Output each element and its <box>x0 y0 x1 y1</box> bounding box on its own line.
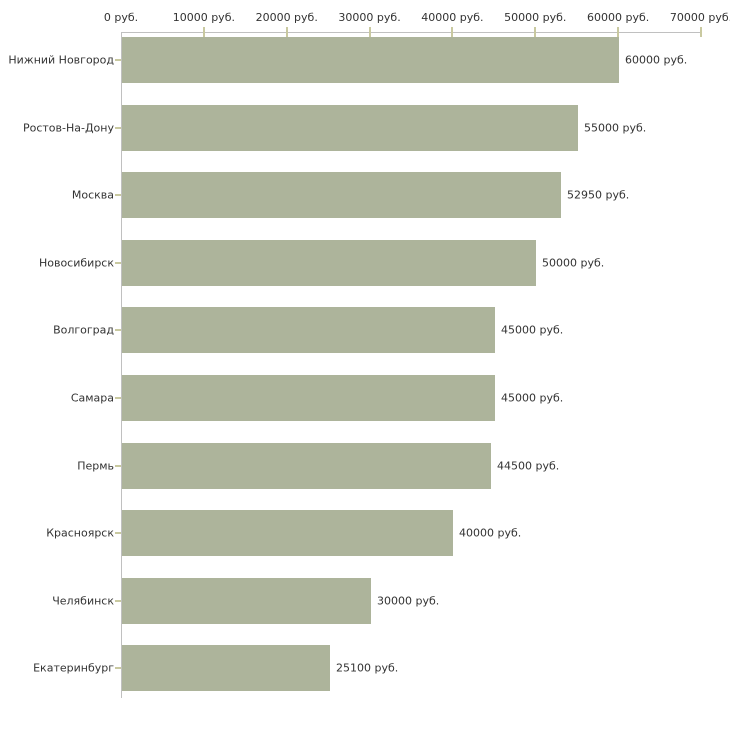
category-label: Челябинск <box>52 594 114 608</box>
bar-value-label: 40000 руб. <box>459 526 522 540</box>
x-axis-line <box>121 32 701 33</box>
category-tick-mark <box>115 599 121 602</box>
bar-value-label: 45000 руб. <box>501 391 564 405</box>
category-tick-mark <box>115 464 121 467</box>
x-axis-tick-label: 0 руб. <box>103 11 139 24</box>
x-axis-tick-label: 50000 руб. <box>504 11 567 24</box>
category-tick-mark <box>115 59 121 61</box>
category-label: Пермь <box>77 459 114 473</box>
x-axis-tick-label: 10000 руб. <box>172 11 235 24</box>
category-label: Нижний Новгород <box>8 53 114 67</box>
bar <box>122 645 330 692</box>
x-axis-tick-label: 70000 руб. <box>669 11 730 24</box>
category-tick-mark <box>115 397 121 399</box>
category-label: Самара <box>70 391 114 405</box>
category-tick-mark <box>115 329 121 332</box>
category-label: Новосибирск <box>38 256 114 270</box>
category-tick-mark <box>115 532 121 535</box>
y-axis-line <box>121 32 122 698</box>
bar <box>122 239 536 286</box>
x-axis-tick-label: 30000 руб. <box>338 11 401 24</box>
bar-value-label: 45000 руб. <box>501 323 564 337</box>
x-axis-tick-mark <box>534 27 537 37</box>
x-axis-tick-mark <box>451 27 454 37</box>
bar <box>122 375 495 421</box>
bar-value-label: 50000 руб. <box>542 256 605 270</box>
bar <box>122 172 561 219</box>
category-label: Волгоград <box>53 323 114 337</box>
x-axis-tick-label: 20000 руб. <box>255 11 318 24</box>
category-tick-mark <box>115 261 121 264</box>
category-label: Москва <box>71 188 114 202</box>
x-axis-tick-label: 60000 руб. <box>587 11 650 24</box>
x-axis-tick-mark <box>368 27 371 37</box>
x-axis-tick-mark <box>202 27 205 37</box>
bar <box>122 37 619 83</box>
x-axis-tick-mark <box>617 27 620 37</box>
category-label: Екатеринбург <box>33 661 114 675</box>
bar <box>122 307 495 354</box>
bar-value-label: 60000 руб. <box>625 53 688 67</box>
category-label: Красноярск <box>46 526 114 540</box>
bar-value-label: 52950 руб. <box>567 188 630 202</box>
bar <box>122 510 453 557</box>
bar-value-label: 55000 руб. <box>584 121 647 135</box>
x-axis-tick-label: 40000 руб. <box>421 11 484 24</box>
x-axis-tick-mark <box>285 27 288 37</box>
bar <box>122 577 371 624</box>
category-label: Ростов-На-Дону <box>22 121 114 135</box>
bar <box>122 442 491 489</box>
bar-value-label: 25100 руб. <box>336 661 399 675</box>
category-tick-mark <box>115 194 121 197</box>
bar-value-label: 44500 руб. <box>497 459 560 473</box>
bar-value-label: 30000 руб. <box>377 594 440 608</box>
x-axis-tick-mark <box>700 27 702 37</box>
category-tick-mark <box>115 126 121 129</box>
category-tick-mark <box>115 667 121 670</box>
bar <box>122 104 578 151</box>
